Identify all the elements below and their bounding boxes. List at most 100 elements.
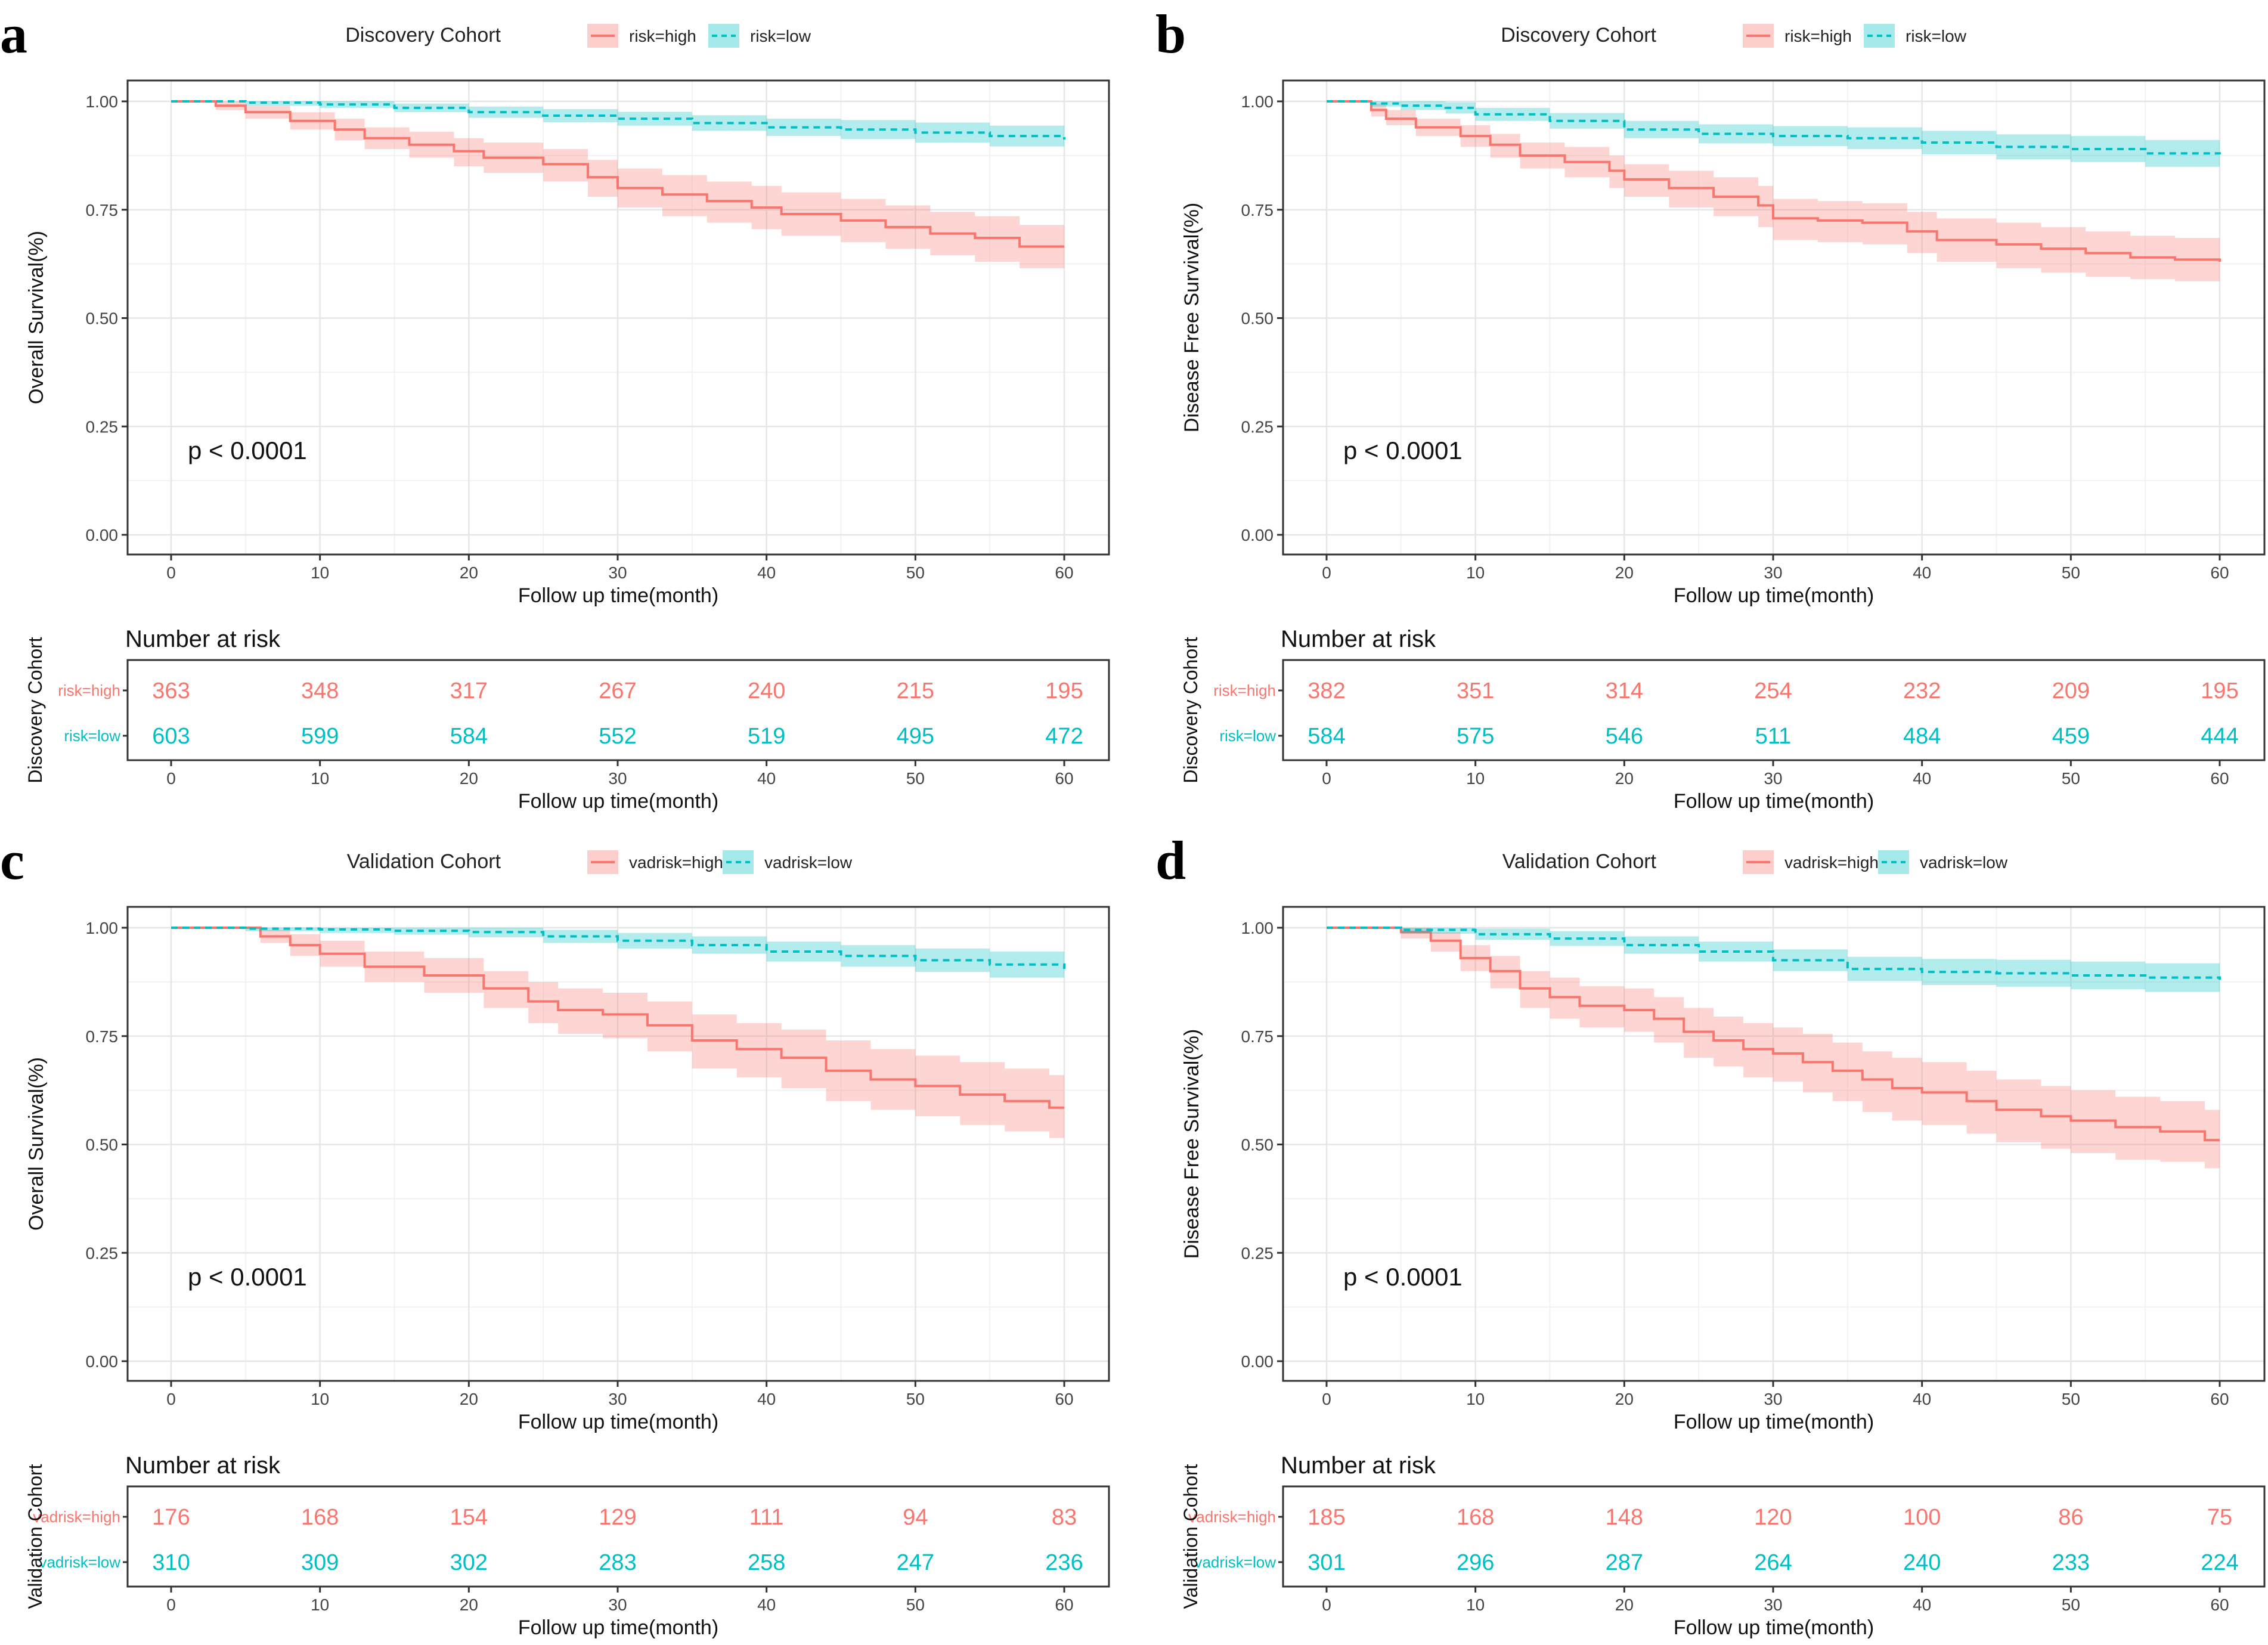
risk-x-tick-label: 60 <box>2210 1596 2229 1614</box>
x-tick-label: 60 <box>2210 1390 2229 1408</box>
risk-table: Number at risk risk=high 382 351 314 254 232 20… <box>1180 626 2266 813</box>
x-tick-label: 50 <box>906 1390 925 1408</box>
risk-x-tick-label: 30 <box>1764 769 1782 788</box>
y-tick-label: 0.75 <box>86 1027 119 1046</box>
y-tick-label: 0.75 <box>86 201 119 219</box>
x-tick-label: 30 <box>608 563 627 582</box>
legend-label-high: vadrisk=high <box>1784 853 1879 872</box>
risk-row-label-high: vadrisk=high <box>1188 1508 1276 1526</box>
panel-b: b Discovery Cohort risk=high risk=low 0.00 0.… <box>1155 4 2266 813</box>
risk-value-low: 236 <box>1045 1550 1083 1575</box>
x-tick-label: 60 <box>2210 563 2229 582</box>
curves <box>1327 927 2221 1169</box>
legend-title: Discovery Cohort <box>1501 24 1656 47</box>
risk-x-tick-label: 50 <box>2062 769 2080 788</box>
y-tick-label: 0.00 <box>1241 526 1274 544</box>
risk-row-label-low: vadrisk=low <box>1194 1553 1276 1571</box>
risk-table-title: Number at risk <box>1281 1452 1436 1479</box>
legend-label-low: vadrisk=low <box>764 853 853 872</box>
legend-title: Discovery Cohort <box>345 24 501 47</box>
risk-value-low: 472 <box>1045 724 1083 749</box>
x-tick-label: 60 <box>1055 1390 1073 1408</box>
risk-value-high: 195 <box>1045 679 1083 704</box>
x-tick-label: 50 <box>906 563 925 582</box>
risk-value-low: 296 <box>1457 1550 1494 1575</box>
curves <box>1327 100 2221 284</box>
x-tick-label: 50 <box>2062 1390 2080 1408</box>
risk-value-low: 264 <box>1754 1550 1792 1575</box>
legend-label-high: risk=high <box>1784 27 1852 45</box>
risk-table-frame <box>1282 1485 2266 1588</box>
risk-value-high: 148 <box>1606 1505 1643 1530</box>
y-tick-label: 0.00 <box>1241 1352 1274 1371</box>
risk-y-axis-label: Discovery Cohort <box>24 637 46 783</box>
risk-y-axis-label: Validation Cohort <box>1180 1464 1201 1609</box>
survival-curve-high <box>171 927 1064 1109</box>
y-tick-label: 0.50 <box>86 309 119 328</box>
risk-value-low: 575 <box>1457 724 1494 749</box>
risk-value-high: 348 <box>301 679 339 704</box>
risk-value-high: 195 <box>2201 679 2238 704</box>
risk-x-tick-label: 0 <box>166 1596 176 1614</box>
risk-value-low: 302 <box>450 1550 488 1575</box>
legend-label-low: risk=low <box>1906 27 1967 45</box>
risk-x-tick-label: 60 <box>1055 769 1073 788</box>
risk-value-high: 317 <box>450 679 488 704</box>
x-tick-label: 10 <box>311 563 329 582</box>
x-tick-label: 40 <box>1913 1390 1931 1408</box>
plot-area <box>126 906 1110 1382</box>
risk-value-low: 224 <box>2201 1550 2238 1575</box>
ci-band-low <box>171 101 1064 151</box>
risk-table-title: Number at risk <box>1281 626 1436 652</box>
x-tick-label: 0 <box>166 1390 176 1408</box>
risk-x-axis-label: Follow up time(month) <box>518 1616 718 1639</box>
legend: Discovery Cohort risk=high risk=low <box>1501 24 1967 48</box>
risk-x-tick-label: 10 <box>311 1596 329 1614</box>
risk-value-high: 100 <box>1903 1505 1941 1530</box>
x-tick-label: 20 <box>460 563 478 582</box>
risk-value-low: 584 <box>1307 724 1345 749</box>
risk-value-high: 240 <box>748 679 785 704</box>
risk-row-label-high: risk=high <box>58 681 120 699</box>
x-tick-label: 40 <box>1913 563 1931 582</box>
risk-value-low: 459 <box>2052 724 2090 749</box>
y-tick-label: 1.00 <box>1241 919 1274 937</box>
x-axis-label: Follow up time(month) <box>518 1411 718 1433</box>
legend-label-low: risk=low <box>750 27 811 45</box>
risk-x-tick-label: 0 <box>1322 1596 1331 1614</box>
curves <box>171 927 1065 1138</box>
panel-letter: a <box>0 4 27 64</box>
legend: Validation Cohort vadrisk=high vadrisk=low <box>347 850 853 874</box>
risk-value-low: 552 <box>599 724 636 749</box>
risk-value-low: 309 <box>301 1550 339 1575</box>
ci-band-high <box>1327 101 2220 284</box>
risk-value-high: 86 <box>2058 1505 2083 1530</box>
y-tick-label: 1.00 <box>86 919 119 937</box>
risk-x-tick-label: 60 <box>2210 769 2229 788</box>
legend: Validation Cohort vadrisk=high vadrisk=low <box>1502 850 2008 874</box>
risk-x-tick-label: 40 <box>1913 1596 1931 1614</box>
plot-area <box>1282 906 2266 1382</box>
risk-value-high: 168 <box>301 1505 339 1530</box>
panel-d: d Validation Cohort vadrisk=high vadrisk=lo… <box>1155 830 2266 1639</box>
risk-x-tick-label: 20 <box>1615 1596 1634 1614</box>
x-tick-label: 10 <box>1466 563 1485 582</box>
risk-table: Number at risk vadrisk=high 176 168 154 129 11… <box>24 1452 1110 1639</box>
y-tick-label: 1.00 <box>1241 92 1274 111</box>
risk-value-high: 363 <box>152 679 190 704</box>
risk-value-low: 484 <box>1903 724 1941 749</box>
risk-value-low: 240 <box>1903 1550 1941 1575</box>
risk-value-high: 314 <box>1606 679 1643 704</box>
x-tick-label: 20 <box>1615 563 1634 582</box>
risk-value-low: 258 <box>748 1550 785 1575</box>
risk-x-axis-label: Follow up time(month) <box>518 790 718 813</box>
risk-value-high: 129 <box>599 1505 636 1530</box>
y-tick-label: 0.00 <box>86 526 119 544</box>
risk-table-title: Number at risk <box>125 1452 281 1479</box>
y-axis-label: Overall Survival(%) <box>25 231 48 404</box>
risk-value-high: 232 <box>1903 679 1941 704</box>
risk-value-low: 495 <box>897 724 934 749</box>
x-tick-label: 0 <box>1322 1390 1331 1408</box>
risk-row-label-low: risk=low <box>64 727 120 745</box>
